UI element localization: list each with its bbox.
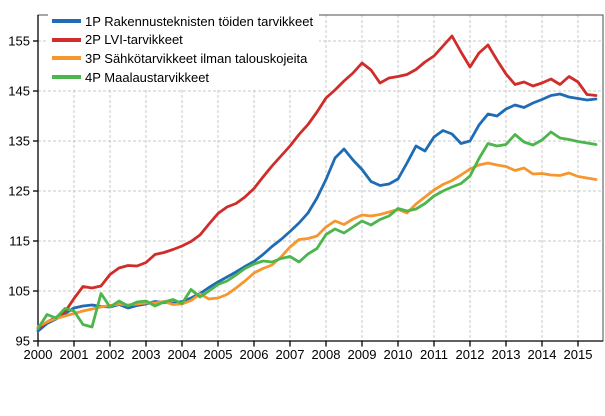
legend-label-4p: 4P Maalaustarvikkeet — [85, 69, 210, 85]
legend-item-1p[interactable]: 1P Rakennusteknisten töiden tarvikkeet — [52, 12, 313, 31]
x-tick-label: 2004 — [168, 347, 197, 362]
legend: 1P Rakennusteknisten töiden tarvikkeet 2… — [48, 10, 320, 89]
x-tick-label: 2014 — [528, 347, 557, 362]
y-tick-label: 95 — [16, 334, 30, 349]
legend-label-1p: 1P Rakennusteknisten töiden tarvikkeet — [85, 13, 314, 29]
legend-label-3p: 3P Sähkötarvikkeet ilman talouskojeita — [85, 50, 308, 66]
legend-label-2p: 2P LVI-tarvikkeet — [85, 32, 183, 48]
y-tick-label: 135 — [8, 134, 30, 149]
x-tick-label: 2002 — [96, 347, 125, 362]
x-tick-label: 2010 — [384, 347, 413, 362]
y-tick-label: 105 — [8, 284, 30, 299]
legend-swatch-line-4p — [52, 75, 81, 80]
y-tick-label: 145 — [8, 84, 30, 99]
x-tick-label: 2013 — [492, 347, 521, 362]
x-tick-label: 2003 — [132, 347, 161, 362]
x-tick-label: 2012 — [456, 347, 485, 362]
y-tick-label: 125 — [8, 184, 30, 199]
legend-swatch-line-1p — [52, 19, 81, 24]
series-line-1p — [36, 92, 598, 333]
x-tick-label: 2009 — [348, 347, 377, 362]
legend-item-3p[interactable]: 3P Sähkötarvikkeet ilman talouskojeita — [52, 49, 313, 68]
y-tick-label: 155 — [8, 34, 30, 49]
legend-swatch-line-2p — [52, 37, 81, 42]
series-line-4p — [36, 130, 598, 330]
x-tick-label: 2011 — [420, 347, 448, 362]
x-tick-label: 2007 — [276, 347, 305, 362]
legend-item-4p[interactable]: 4P Maalaustarvikkeet — [52, 68, 313, 87]
legend-item-2p[interactable]: 2P LVI-tarvikkeet — [52, 31, 313, 50]
series-line-2p — [36, 34, 598, 330]
x-tick-label: 2008 — [312, 347, 341, 362]
x-tick-label: 2000 — [24, 347, 53, 362]
x-tick-label: 2015 — [564, 347, 593, 362]
y-tick-label: 115 — [9, 234, 30, 249]
legend-swatch-line-3p — [52, 56, 81, 61]
x-tick-label: 2006 — [240, 347, 269, 362]
x-tick-label: 2005 — [204, 347, 233, 362]
x-tick-label: 2001 — [60, 347, 89, 362]
